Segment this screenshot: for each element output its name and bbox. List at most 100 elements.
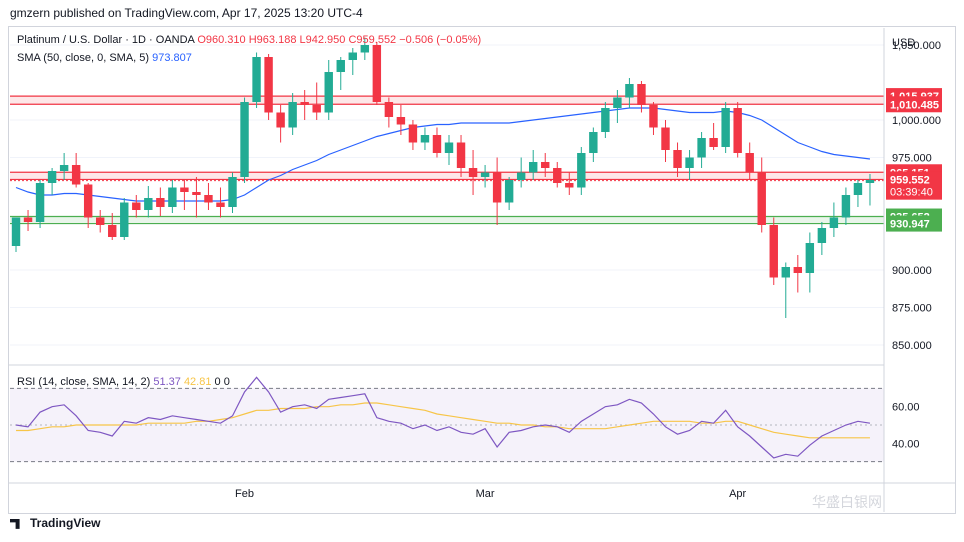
currency-label[interactable]: USD [892,37,916,49]
high-value: H963.188 [248,34,297,46]
candle-body [673,150,682,168]
candle-body [805,243,815,273]
rsi-extra1: 0 [214,376,221,388]
price-tick-label: 875.000 [892,303,932,315]
level-band [10,172,884,180]
candle-body [793,267,803,273]
candle-body [697,138,706,158]
candle-body [432,135,442,153]
level-band [10,216,884,224]
candle-body [264,57,273,113]
candle-body [841,195,851,218]
rsi-sma-line [16,402,870,439]
close-value: C959.552 [348,34,397,46]
last-price-badge [886,171,942,200]
level-badge [886,96,942,113]
candle-body [601,108,610,132]
candle-body [144,198,153,210]
candle-body [516,172,526,180]
candle-body [565,183,574,188]
candle-body [709,138,718,147]
watermark: 华盛白银网 [812,494,882,510]
candle-body [829,217,839,228]
rsi-line [15,376,871,459]
candle-body [288,102,297,128]
level-band [10,96,884,105]
candle-body [613,97,622,108]
candle-body [817,228,827,243]
candle-body [168,187,177,207]
publisher-caption: gmzern published on TradingView.com, Apr… [10,6,363,20]
candle-body [721,108,730,147]
candle-body [492,172,502,203]
candle-body [47,171,57,183]
candle-body [444,142,454,153]
candle-body [456,142,466,168]
candle-body [553,168,562,183]
low-value: L942.950 [299,34,346,46]
candle-body [577,153,586,188]
price-tick-label: 1,000.000 [892,115,941,127]
symbol-label: Platinum / U.S. Dollar · 1D · OANDA [17,34,195,46]
candle-body [781,267,790,278]
candle-body [649,105,658,128]
candle-body [336,60,345,72]
rsi-extra2: 0 [223,376,230,388]
rsi-tick-label: 40.00 [892,438,920,450]
candle-body [685,157,694,168]
candle-body [132,202,141,210]
support-resistance-levels [10,95,884,225]
time-tick-label: Feb [235,488,254,500]
candle-body [865,180,875,183]
candle-body [180,187,189,192]
candle-body [757,172,766,225]
price-grid [10,44,884,346]
rsi-legend: RSI (14, close, SMA, 14, 2) 51.37 42.81 … [17,376,230,388]
time-tick-label: Apr [729,488,746,500]
chart-frame[interactable] [8,26,956,514]
candle-body [372,45,382,102]
level-badge [886,215,942,232]
price-tick-label: 975.000 [892,153,932,165]
candle-body [228,177,237,207]
time-axis: Feb Mar Apr [235,488,747,500]
candle-body [528,162,538,173]
candle-body [853,183,863,195]
sma-legend: SMA (50, close, 0, SMA, 5) 973.807 [17,52,192,64]
candle-body [408,124,418,143]
candle-body [745,153,754,173]
candles [11,37,875,318]
level-label: 1,010.485 [890,99,939,111]
candle-body [312,105,321,113]
tradingview-logo: TradingView [10,516,100,530]
price-axis: 1,050.000 1,000.000 975.000 900.000 875.000 8… [9,28,955,512]
rsi-value: 51.37 [153,376,181,388]
sma-value: 973.807 [152,52,192,64]
main-legend: Platinum / U.S. Dollar · 1D · OANDA O960… [17,34,481,46]
candle-body [252,57,261,102]
candle-body [95,217,105,225]
candle-body [625,84,634,98]
candle-body [204,195,213,203]
rsi-sma-value: 42.81 [183,376,212,388]
candle-body [71,165,81,185]
candle-body [504,180,514,203]
tradingview-brand: TradingView [30,516,101,530]
candle-body [589,132,598,153]
candle-body [108,225,117,237]
candle-body [83,184,93,218]
candle-body [396,117,406,125]
candle-body [637,84,646,105]
candle-body [276,112,285,128]
rsi-tick-label: 60.00 [892,402,920,414]
candle-body [192,192,201,195]
candle-body [541,162,550,168]
candle-body [420,135,430,143]
candle-body [661,127,670,150]
candle-body [156,198,165,207]
candle-body [769,225,778,278]
price-tick-label: 850.000 [892,340,932,352]
candle-body [216,202,225,207]
change-value: −0.506 (−0.05%) [399,34,482,46]
